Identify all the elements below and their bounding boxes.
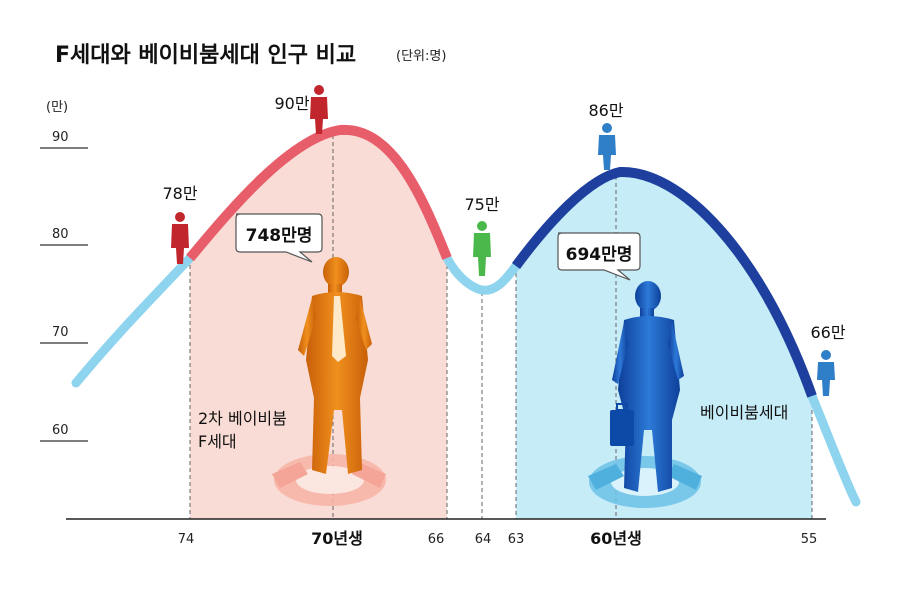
x-tick-label: 74 [178, 532, 195, 547]
orange-person-tie [332, 296, 346, 362]
peak-value-labels: 78만 90만 75만 86만 66만 [162, 94, 845, 342]
x-tick-label: 64 [475, 532, 492, 547]
chart-title: F세대와 베이비붐세대 인구 비교 [55, 43, 356, 68]
briefcase-icon [610, 403, 634, 446]
callout-694-text: 694만명 [566, 245, 633, 265]
f-generation-label-line1: 2차 베이비붐 [198, 409, 287, 428]
y-tick-label: 90 [52, 130, 69, 145]
f-generation-curve [186, 124, 452, 262]
y-axis-ticks [40, 147, 88, 442]
y-tick-labels: 90 80 70 60 [52, 130, 69, 438]
blue-figure-base [588, 456, 702, 508]
babyboom-generation-label: 베이비붐세대 [700, 403, 788, 422]
unit-label: (단위:명) [396, 49, 446, 64]
person-icon-66 [817, 350, 835, 396]
y-tick-label: 60 [52, 423, 69, 438]
babyboom-generation-curve [511, 166, 817, 398]
person-icon-90 [310, 85, 328, 134]
y-tick-label: 80 [52, 227, 69, 242]
blue-person-figure [612, 281, 684, 492]
callout-bubble-694 [557, 232, 641, 281]
f-generation-label-line2: F세대 [198, 432, 237, 451]
person-icon-75 [473, 221, 491, 276]
callout-748-text: 748만명 [246, 226, 313, 246]
peak-label: 75만 [464, 195, 499, 214]
person-icon-78 [171, 212, 189, 264]
x-tick-label: 70년생 [311, 529, 363, 548]
callout-bubble-748 [235, 213, 323, 263]
x-tick-label: 55 [801, 532, 818, 547]
person-icon-86 [598, 123, 616, 170]
x-tick-label: 60년생 [590, 529, 642, 548]
x-tick-labels: 74 70년생 66 64 63 60년생 55 [178, 529, 818, 548]
x-tick-label: 63 [508, 532, 525, 547]
peak-label: 90만 [274, 94, 309, 113]
x-tick-label: 66 [428, 532, 445, 547]
peak-label: 86만 [588, 101, 623, 120]
peak-label: 66만 [810, 323, 845, 342]
peak-label: 78만 [162, 184, 197, 203]
y-tick-label: 70 [52, 325, 69, 340]
y-unit-label: (만) [46, 100, 68, 115]
orange-person-figure [298, 257, 372, 474]
